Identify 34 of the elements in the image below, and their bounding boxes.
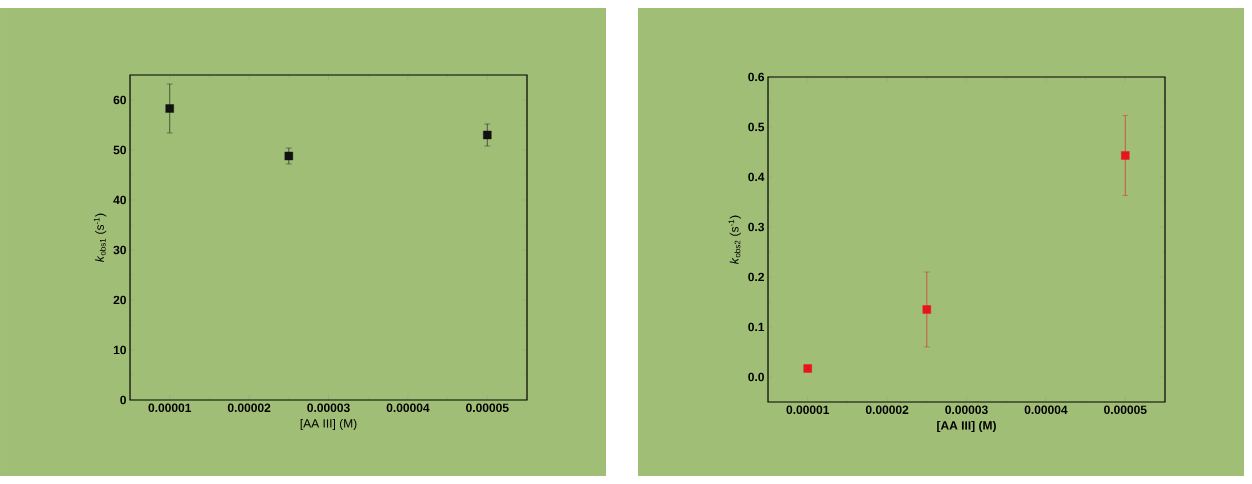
x-tick-label: 0.00003 <box>307 403 350 413</box>
y-tick-label: 50 <box>113 145 126 155</box>
y-axis-title: k$_{obs1}$ (s$^{-1}$) <box>93 213 107 262</box>
x-tick-label: 0.00001 <box>786 405 830 415</box>
point <box>922 305 931 314</box>
point <box>483 130 492 140</box>
x-tick-label: 0.00002 <box>865 405 909 415</box>
y-tick-label: 0.2 <box>748 272 764 282</box>
x-tick-label: 0.00005 <box>1104 405 1147 415</box>
point <box>284 151 294 161</box>
x-axis-title: [AA III] (M) <box>937 420 996 433</box>
y-tick-label: 0.0 <box>748 372 764 382</box>
y-tick-label: 10 <box>113 345 126 355</box>
x-tick-label: 0.00001 <box>148 403 192 413</box>
x-tick-label: 0.00002 <box>227 403 271 413</box>
point <box>803 364 812 373</box>
y-tick-label: 0.6 <box>748 72 765 82</box>
y-tick-label: 0.1 <box>748 322 765 332</box>
y-tick-label: 0.5 <box>748 122 765 132</box>
y-tick-label: 0.4 <box>748 172 765 182</box>
point <box>1121 151 1130 160</box>
y-axis-title: k$_{obs2}$ (s$^{-1}$) <box>728 215 741 264</box>
y-tick-label: 0.3 <box>748 222 765 232</box>
y-tick-label: 30 <box>113 245 126 255</box>
x-axis-title: [AA III] (M) <box>300 418 357 431</box>
x-tick-label: 0.00003 <box>945 405 988 415</box>
y-tick-label: 20 <box>113 295 126 305</box>
y-tick-label: 0 <box>120 395 126 405</box>
x-tick-label: 0.00004 <box>386 403 430 413</box>
x-tick-label: 0.00005 <box>466 403 509 413</box>
y-tick-label: 40 <box>113 195 126 205</box>
point <box>165 104 174 113</box>
x-tick-label: 0.00004 <box>1024 405 1068 415</box>
y-tick-label: 60 <box>113 95 126 105</box>
